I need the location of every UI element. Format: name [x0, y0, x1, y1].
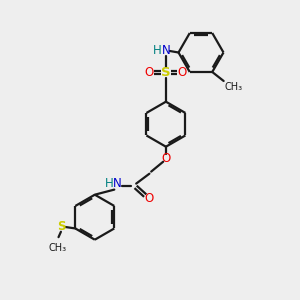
Text: S: S: [161, 66, 171, 79]
Text: O: O: [161, 152, 170, 165]
Text: CH₃: CH₃: [225, 82, 243, 92]
Text: H: H: [153, 44, 162, 58]
Text: O: O: [178, 66, 187, 79]
Text: N: N: [113, 177, 122, 190]
Text: O: O: [145, 66, 154, 79]
Text: H: H: [105, 177, 114, 190]
Text: N: N: [161, 44, 170, 58]
Text: CH₃: CH₃: [48, 243, 66, 253]
Text: S: S: [57, 220, 65, 233]
Text: O: O: [145, 192, 154, 206]
